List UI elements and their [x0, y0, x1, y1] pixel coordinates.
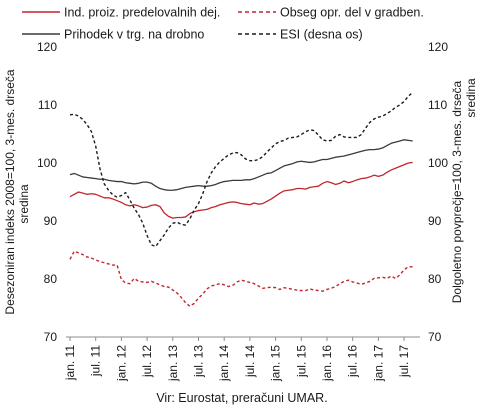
x-tick-label: jan. 12	[114, 345, 128, 382]
legend-label-industrial-production: Ind. proiz. predelovalnih dej.	[64, 6, 220, 20]
source-note: Vir: Eurostat, preračuni UMAR.	[156, 391, 327, 405]
right-tick-label: 80	[428, 272, 442, 286]
series-industrial-production	[69, 161, 413, 219]
legend-label-retail-turnover: Prihodek v trg. na drobno	[64, 28, 204, 42]
legend-item-esi: ESI (desna os)	[238, 28, 363, 42]
legend-item-construction-volume: Obseg opr. del v gradben.	[238, 6, 424, 20]
left-axis-title-line-2: sredina	[17, 184, 31, 224]
x-tick-label: jan. 15	[269, 345, 283, 382]
x-tick-label: jul. 17	[397, 345, 411, 378]
series-layer	[69, 91, 414, 307]
legend-label-esi: ESI (desna os)	[280, 28, 363, 42]
right-axis-ticks: 70 80 90 100 110 120	[428, 40, 448, 344]
x-tick-label: jan. 13	[166, 345, 180, 382]
left-tick-label: 90	[44, 214, 58, 228]
left-tick-label: 120	[37, 40, 57, 54]
x-tick-label: jul. 13	[191, 345, 205, 378]
right-tick-label: 110	[428, 98, 447, 112]
right-tick-label: 100	[428, 156, 448, 170]
right-axis-title-line-1: Dolgoletno povprečje=100, 3-mes. drseča	[450, 80, 464, 303]
x-tick-label: jan. 14	[217, 345, 231, 382]
legend-label-construction-volume: Obseg opr. del v gradben.	[280, 6, 424, 20]
left-tick-label: 80	[44, 272, 58, 286]
x-tick-label: jul. 12	[140, 345, 154, 378]
x-tick-label: jan. 11	[63, 345, 77, 381]
legend: Ind. proiz. predelovalnih dej. Obseg opr…	[22, 6, 424, 42]
right-tick-label: 90	[428, 214, 442, 228]
series-esi	[69, 91, 414, 248]
legend-item-retail-turnover: Prihodek v trg. na drobno	[22, 28, 204, 42]
left-tick-label: 100	[37, 156, 57, 170]
left-tick-label: 70	[44, 330, 58, 344]
left-tick-label: 110	[38, 98, 57, 112]
right-tick-label: 120	[428, 40, 448, 54]
x-tick-label: jul. 15	[294, 345, 308, 378]
x-tick-label: jul. 16	[346, 345, 360, 378]
series-retail-turnover	[69, 139, 413, 191]
right-tick-label: 70	[428, 330, 442, 344]
legend-item-industrial-production: Ind. proiz. predelovalnih dej.	[22, 6, 220, 20]
left-axis-title-line-1: Desezoniran indeks 2008=100, 3-mes. drse…	[3, 69, 17, 314]
right-axis-title-line-2: sredina	[464, 78, 478, 118]
left-axis-ticks: 70 80 90 100 110 120	[37, 40, 57, 344]
x-axis-ticks: jan. 11 jul. 11 jan. 12 jul. 12 jan. 13 jul. …	[63, 337, 411, 382]
series-construction-volume	[69, 250, 413, 307]
x-tick-label: jan. 17	[371, 345, 385, 382]
x-tick-label: jan. 16	[320, 345, 334, 382]
x-tick-label: jul. 11	[89, 345, 103, 377]
x-tick-label: jul. 14	[243, 345, 257, 378]
